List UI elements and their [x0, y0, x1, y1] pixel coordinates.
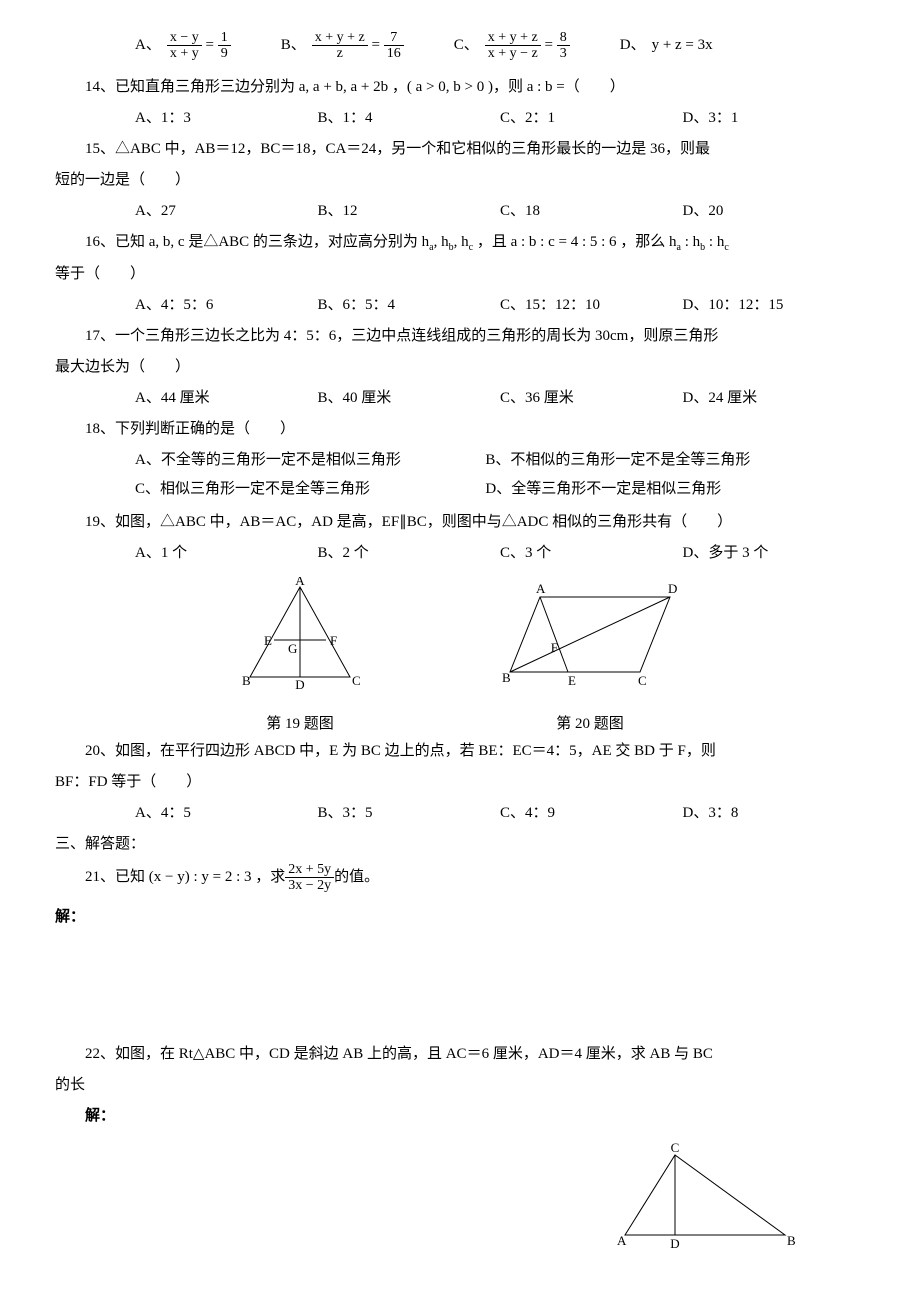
- q20-line2: BF：FD 等于（ ）: [55, 769, 865, 796]
- q19-opt-b: B、2 个: [318, 540, 501, 567]
- svg-text:A: A: [617, 1233, 627, 1248]
- figure-20: A D B C E F 第 20 题图: [490, 577, 690, 738]
- q17-line2: 最大边长为（ ）: [55, 354, 865, 381]
- q13-options: A、 x − y x + y = 1 9 B、 x + y + z z = 7 …: [55, 30, 865, 62]
- q14-opt-c: C、2：1: [500, 105, 683, 132]
- q14-opt-a: A、1：3: [135, 105, 318, 132]
- svg-text:A: A: [536, 581, 546, 596]
- q19-opt-a: A、1 个: [135, 540, 318, 567]
- q16-options: A、4：5：6 B、6：5：4 C、15：12：10 D、10：12：15: [55, 292, 865, 319]
- q22-line1: 22、如图，在 Rt△ABC 中，CD 是斜边 AB 上的高，且 AC＝6 厘米…: [55, 1041, 865, 1068]
- q19-stem: 19、如图，△ABC 中，AB＝AC，AD 是高，EF∥BC，则图中与△ADC …: [55, 509, 865, 536]
- fig19-caption: 第 19 题图: [230, 711, 370, 738]
- q14-options: A、1：3 B、1：4 C、2：1 D、3：1: [55, 105, 865, 132]
- svg-text:C: C: [352, 673, 361, 688]
- fig20-caption: 第 20 题图: [490, 711, 690, 738]
- section-3-title: 三、解答题：: [55, 831, 865, 858]
- q13-opt-c: C、 x + y + z x + y − z = 8 3: [454, 30, 570, 62]
- figure-22: C A B D: [605, 1140, 805, 1260]
- fraction: 1 9: [218, 30, 231, 62]
- q15-options: A、27 B、12 C、18 D、20: [55, 198, 865, 225]
- q15-opt-b: B、12: [318, 198, 501, 225]
- svg-text:G: G: [288, 641, 297, 656]
- svg-text:C: C: [671, 1140, 680, 1155]
- q17-line1: 17、一个三角形三边长之比为 4：5：6，三边中点连线组成的三角形的周长为 30…: [55, 323, 865, 350]
- q18-stem: 18、下列判断正确的是（ ）: [55, 416, 865, 443]
- q13-opt-a: A、 x − y x + y = 1 9: [135, 30, 231, 62]
- q20-opt-d: D、3：8: [683, 800, 866, 827]
- expr: y + z = 3x: [652, 32, 713, 59]
- parallelogram-20-svg: A D B C E F: [490, 577, 690, 697]
- q15-opt-a: A、27: [135, 198, 318, 225]
- svg-text:B: B: [787, 1233, 796, 1248]
- fraction: x − y x + y: [167, 30, 202, 62]
- q20-options: A、4：5 B、3：5 C、4：9 D、3：8: [55, 800, 865, 827]
- q20-opt-b: B、3：5: [318, 800, 501, 827]
- q20-line1: 20、如图，在平行四边形 ABCD 中，E 为 BC 边上的点，若 BE：EC＝…: [55, 738, 865, 765]
- fraction: 7 16: [384, 30, 404, 62]
- equals: =: [202, 32, 218, 59]
- q16-opt-d: D、10：12：15: [683, 292, 866, 319]
- svg-text:E: E: [568, 673, 576, 688]
- equals: =: [541, 32, 557, 59]
- q17-opt-c: C、36 厘米: [500, 385, 683, 412]
- q18-opt-c: C、相似三角形一定不是全等三角形: [135, 476, 485, 503]
- q16-opt-b: B、6：5：4: [318, 292, 501, 319]
- fraction: x + y + z z: [312, 30, 368, 62]
- svg-text:B: B: [242, 673, 251, 688]
- q18-opt-d: D、全等三角形不一定是相似三角形: [485, 476, 835, 503]
- q17-opt-d: D、24 厘米: [683, 385, 866, 412]
- opt-label: A、: [135, 32, 161, 59]
- svg-text:E: E: [264, 633, 272, 648]
- q15-line1: 15、△ABC 中，AB＝12，BC＝18，CA＝24，另一个和它相似的三角形最…: [55, 136, 865, 163]
- svg-text:A: A: [295, 577, 305, 588]
- fraction: x + y + z x + y − z: [485, 30, 541, 62]
- figures-row: A B C D E F G 第 19 题图 A D B C E F 第 20 题…: [55, 577, 865, 738]
- svg-text:C: C: [638, 673, 647, 688]
- svg-text:D: D: [670, 1236, 679, 1250]
- fraction: 2x + 5y 3x − 2y: [285, 862, 334, 894]
- opt-label: C、: [454, 32, 479, 59]
- answer-space: [55, 931, 865, 1041]
- q13-opt-d: D、 y + z = 3x: [620, 32, 713, 59]
- q18-options: A、不全等的三角形一定不是相似三角形 B、不相似的三角形一定不是全等三角形 C、…: [55, 447, 865, 505]
- triangle-19-svg: A B C D E F G: [230, 577, 370, 697]
- svg-text:F: F: [551, 640, 558, 655]
- svg-text:D: D: [668, 581, 677, 596]
- equals: =: [368, 32, 384, 59]
- q15-opt-c: C、18: [500, 198, 683, 225]
- q18-opt-b: B、不相似的三角形一定不是全等三角形: [485, 447, 835, 474]
- q14-stem: 14、已知直角三角形三边分别为 a, a + b, a + 2b ，( a > …: [55, 74, 865, 101]
- q21-answer-label: 解：: [55, 904, 865, 931]
- q14-opt-d: D、3：1: [683, 105, 866, 132]
- opt-label: D、: [620, 32, 646, 59]
- q21-stem: 21、已知 (x − y) : y = 2 : 3 ，求 2x + 5y 3x …: [55, 862, 865, 894]
- q16-line1: 16、已知 a, b, c 是△ABC 的三条边，对应高分别为 ha, hb, …: [55, 229, 865, 257]
- q19-opt-c: C、3 个: [500, 540, 683, 567]
- q20-opt-c: C、4：9: [500, 800, 683, 827]
- q17-options: A、44 厘米 B、40 厘米 C、36 厘米 D、24 厘米: [55, 385, 865, 412]
- q20-opt-a: A、4：5: [135, 800, 318, 827]
- q13-opt-b: B、 x + y + z z = 7 16: [281, 30, 404, 62]
- fraction: 8 3: [557, 30, 570, 62]
- svg-text:B: B: [502, 670, 511, 685]
- figure-19: A B C D E F G 第 19 题图: [230, 577, 370, 738]
- svg-text:F: F: [330, 633, 337, 648]
- q16-opt-c: C、15：12：10: [500, 292, 683, 319]
- q17-opt-a: A、44 厘米: [135, 385, 318, 412]
- q19-opt-d: D、多于 3 个: [683, 540, 866, 567]
- q17-opt-b: B、40 厘米: [318, 385, 501, 412]
- q14-opt-b: B、1：4: [318, 105, 501, 132]
- q22-line2: 的长: [55, 1072, 865, 1099]
- triangle-22-svg: C A B D: [605, 1140, 805, 1250]
- q15-opt-d: D、20: [683, 198, 866, 225]
- q16-line2: 等于（ ）: [55, 261, 865, 288]
- q22-answer-label: 解：: [55, 1103, 865, 1130]
- q15-line2: 短的一边是（ ）: [55, 167, 865, 194]
- q16-opt-a: A、4：5：6: [135, 292, 318, 319]
- svg-text:D: D: [295, 677, 304, 692]
- opt-label: B、: [281, 32, 306, 59]
- q18-opt-a: A、不全等的三角形一定不是相似三角形: [135, 447, 485, 474]
- q19-options: A、1 个 B、2 个 C、3 个 D、多于 3 个: [55, 540, 865, 567]
